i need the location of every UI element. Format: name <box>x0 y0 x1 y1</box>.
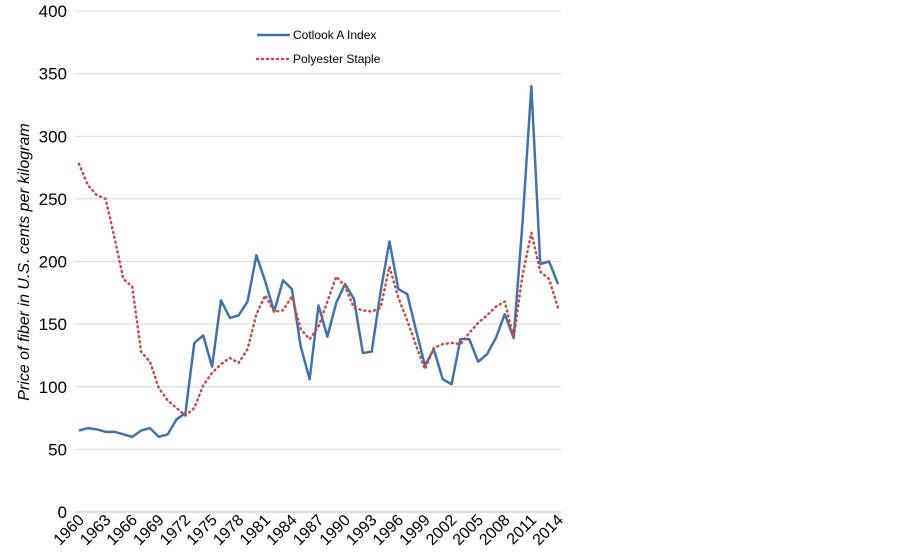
legend-label-polyester: Polyester Staple <box>293 52 381 66</box>
legend-label-cotlook: Cotlook A Index <box>293 28 376 42</box>
y-tick-label: 250 <box>39 190 67 209</box>
x-axis-ticks: 1960196319661969197219751978198119841987… <box>51 512 567 549</box>
y-tick-label: 100 <box>39 378 67 397</box>
y-tick-label: 50 <box>48 440 67 459</box>
legend: Cotlook A Index Polyester Staple <box>255 28 381 66</box>
y-tick-label: 400 <box>39 2 67 21</box>
series-line-cotlook <box>78 84 560 439</box>
x-tick-label: 2008 <box>476 512 513 549</box>
y-axis-label: Price of fiber in U.S. cents per kilogra… <box>16 123 33 400</box>
gridlines <box>75 10 561 450</box>
y-tick-label: 350 <box>39 65 67 84</box>
series-line-polyester <box>77 162 560 417</box>
y-tick-label: 300 <box>39 127 67 146</box>
legend-item-polyester: Polyester Staple <box>255 52 381 66</box>
y-axis-ticks: 0 50 100 150 200 250 300 350 400 <box>39 2 67 522</box>
legend-item-cotlook: Cotlook A Index <box>257 28 376 42</box>
x-tick-label: 2014 <box>530 512 567 549</box>
y-tick-label: 200 <box>39 253 67 272</box>
y-tick-label: 150 <box>39 315 67 334</box>
series-layer <box>77 84 560 439</box>
y-tick-label: 0 <box>58 503 67 522</box>
